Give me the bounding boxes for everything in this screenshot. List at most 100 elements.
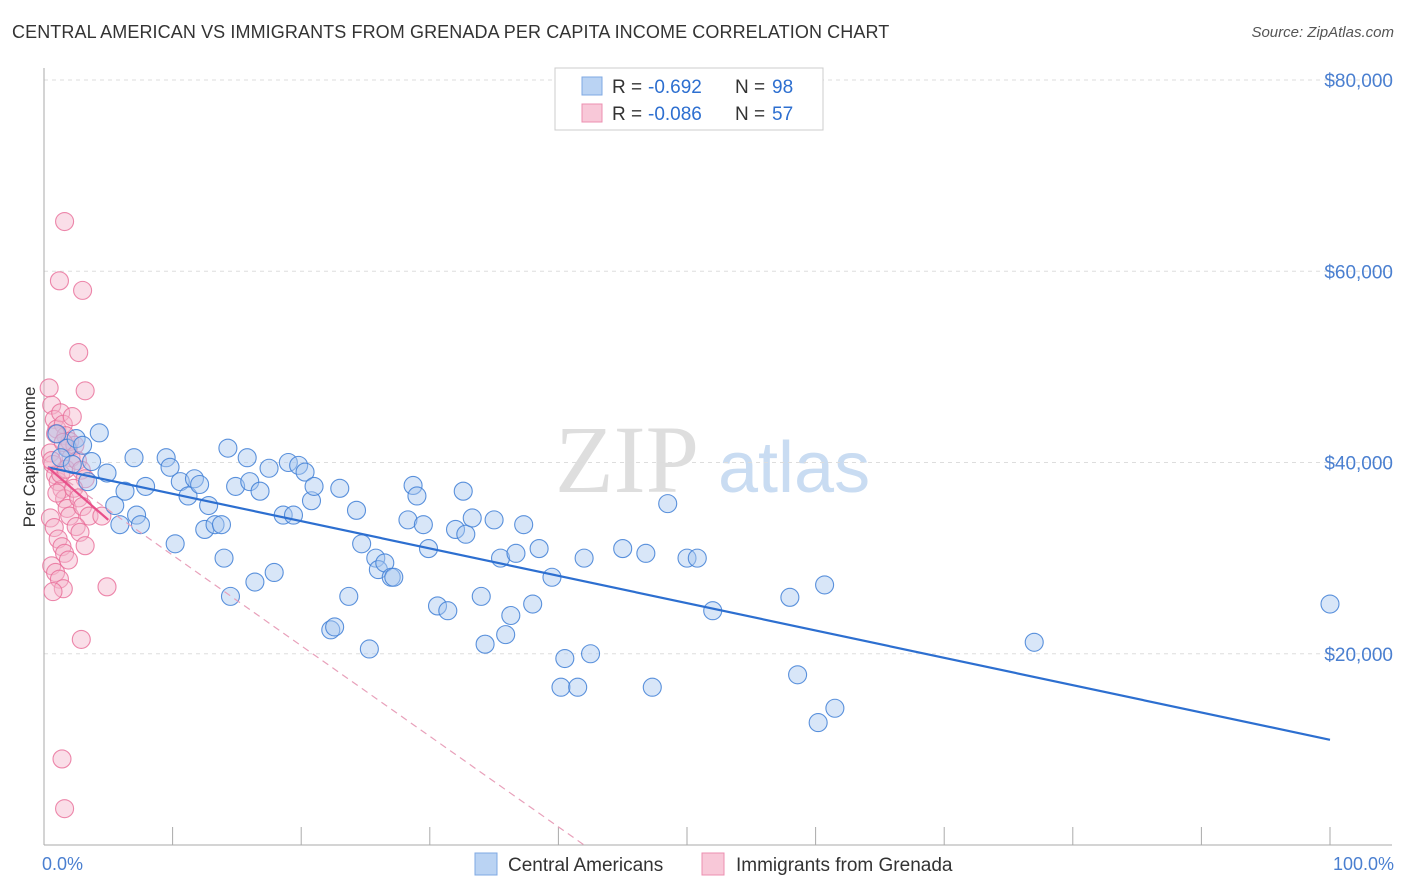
bottom-legend-swatch-blue xyxy=(474,852,498,876)
central-american-point-3 xyxy=(73,435,93,455)
grenada-point-4 xyxy=(51,403,71,423)
legend-r-value-1: -0.692 xyxy=(648,77,702,98)
central-american-point-78 xyxy=(568,677,588,697)
central-american-point-30 xyxy=(240,472,260,492)
x-axis-ticks xyxy=(172,827,1331,845)
grenada-point-32 xyxy=(65,435,85,455)
grenada-point-33 xyxy=(67,451,87,471)
watermark-zip: ZIP xyxy=(555,406,699,513)
grenada-point-49 xyxy=(73,280,93,300)
central-american-point-6 xyxy=(97,463,117,483)
grenada-point-0 xyxy=(39,378,59,398)
central-american-point-51 xyxy=(375,553,395,573)
central-american-point-55 xyxy=(403,475,423,496)
central-american-point-77 xyxy=(551,677,571,697)
grenada-point-51 xyxy=(52,749,72,769)
central-american-point-80 xyxy=(580,644,601,664)
central-american-point-10 xyxy=(124,448,144,468)
grenada-point-45 xyxy=(75,381,95,401)
central-american-point-56 xyxy=(407,486,427,506)
grenada-point-25 xyxy=(49,569,69,589)
central-american-point-62 xyxy=(453,481,473,501)
central-american-point-81 xyxy=(613,539,633,559)
y-tick-label-2: $60,000 xyxy=(1324,262,1393,283)
y-axis-label: Per Capita Income xyxy=(20,387,39,528)
legend-swatch-pink xyxy=(581,103,603,123)
grenada-point-17 xyxy=(40,508,60,528)
grenada-point-16 xyxy=(60,506,80,526)
bottom-legend-label-grenada: Immigrants from Grenada xyxy=(736,855,953,876)
central-american-point-9 xyxy=(115,481,135,501)
central-american-point-64 xyxy=(462,508,482,528)
chart-title: CENTRAL AMERICAN VS IMMIGRANTS FROM GREN… xyxy=(12,22,890,42)
central-american-point-67 xyxy=(484,510,504,530)
central-american-point-29 xyxy=(237,448,257,468)
central-american-point-65 xyxy=(471,586,491,606)
central-american-point-71 xyxy=(506,543,526,563)
grenada-point-42 xyxy=(75,536,95,556)
central-american-point-95 xyxy=(51,448,71,468)
central-american-point-89 xyxy=(788,665,808,685)
central-american-point-41 xyxy=(304,476,324,496)
watermark: ZIP atlas xyxy=(555,406,870,513)
central-american-point-72 xyxy=(514,515,534,535)
grenada-point-18 xyxy=(44,517,64,538)
central-american-point-24 xyxy=(211,515,232,535)
central-american-point-74 xyxy=(529,539,549,559)
grenada-point-47 xyxy=(55,211,75,232)
central-american-point-97 xyxy=(82,451,102,472)
watermark-atlas: atlas xyxy=(718,428,870,508)
grenada-point-28 xyxy=(47,483,67,503)
grenada-point-48 xyxy=(49,271,69,291)
central-american-point-20 xyxy=(190,474,210,495)
central-american-point-61 xyxy=(445,519,466,539)
central-american-point-39 xyxy=(295,462,315,482)
central-american-point-63 xyxy=(456,524,476,544)
central-american-point-48 xyxy=(359,639,379,659)
central-american-point-85 xyxy=(677,548,697,568)
grenada-trend-line xyxy=(47,466,110,521)
central-american-point-0 xyxy=(47,424,67,444)
grenada-point-22 xyxy=(58,550,78,570)
central-american-point-92 xyxy=(825,698,845,718)
central-american-point-26 xyxy=(218,438,238,458)
central-american-point-34 xyxy=(264,562,284,583)
central-american-point-31 xyxy=(245,572,265,592)
legend-r-label-1: R = xyxy=(612,77,647,98)
legend-n-label-2: N = xyxy=(735,104,770,125)
bottom-legend-swatch-pink xyxy=(701,852,725,876)
central-american-point-60 xyxy=(438,601,458,621)
grenada-point-44 xyxy=(97,577,117,597)
central-american-point-73 xyxy=(523,594,543,614)
central-american-point-19 xyxy=(184,469,205,489)
series-legend: Central Americans Immigrants from Grenad… xyxy=(474,852,953,876)
central-american-point-25 xyxy=(214,548,234,568)
central-american-point-88 xyxy=(780,587,800,607)
central-american-point-90 xyxy=(808,713,828,733)
central-american-point-12 xyxy=(130,515,150,535)
y-axis-tick-labels: $20,000 $40,000 $60,000 $80,000 xyxy=(1324,71,1393,666)
legend-n-value-1: 98 xyxy=(772,77,793,98)
central-american-point-33 xyxy=(259,458,279,478)
grenada-trend-extension xyxy=(47,466,585,846)
central-american-point-11 xyxy=(127,505,147,525)
central-american-point-69 xyxy=(496,625,516,645)
grenada-point-52 xyxy=(55,799,75,819)
central-american-trend-line xyxy=(47,466,1331,741)
central-american-point-54 xyxy=(398,510,418,530)
grenada-point-56 xyxy=(62,407,82,427)
trend-lines xyxy=(47,466,1331,846)
central-american-point-82 xyxy=(636,543,656,563)
central-american-point-75 xyxy=(542,567,562,587)
central-american-point-45 xyxy=(339,586,359,606)
central-american-point-14 xyxy=(156,448,176,468)
bottom-legend-label-central-americans: Central Americans xyxy=(508,855,663,876)
central-american-point-40 xyxy=(301,491,322,511)
central-american-point-94 xyxy=(1320,594,1340,614)
central-american-point-47 xyxy=(352,534,372,554)
central-american-point-43 xyxy=(325,617,345,637)
grenada-point-50 xyxy=(71,629,91,649)
x-tick-label-start: 0.0% xyxy=(42,854,83,874)
grenada-point-46 xyxy=(69,342,89,363)
x-tick-label-end: 100.0% xyxy=(1333,854,1394,874)
